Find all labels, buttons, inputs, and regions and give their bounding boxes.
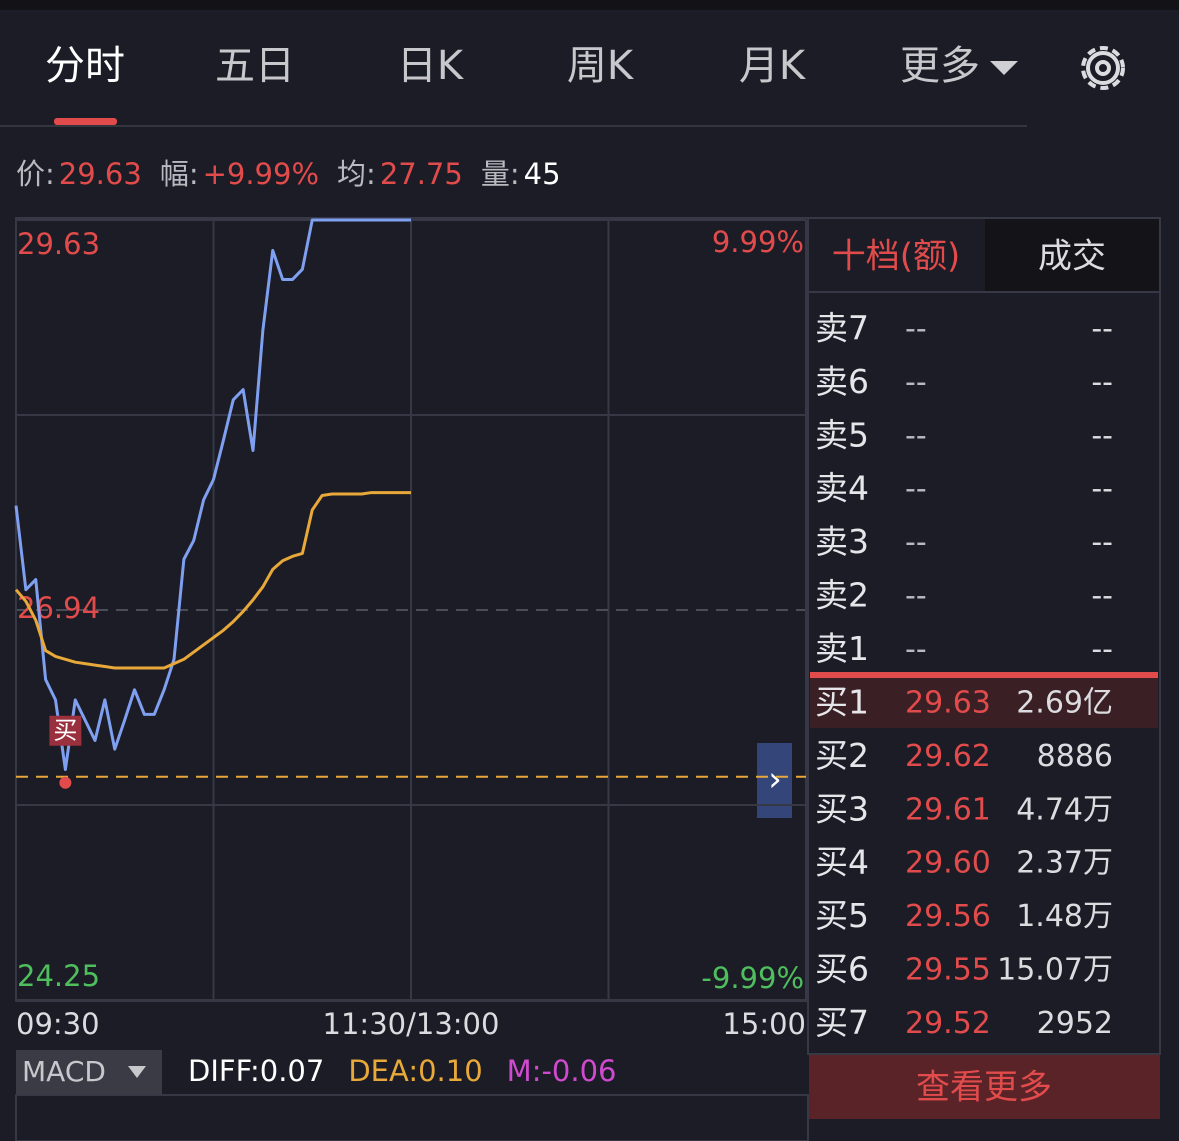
marker-badge <box>49 715 82 746</box>
order-level: 买2 <box>815 736 869 775</box>
tab[interactable]: 周K <box>567 43 635 89</box>
macd-selector-label[interactable]: MACD <box>22 1055 106 1088</box>
macd-frame <box>15 1094 809 1141</box>
tab[interactable]: 分时 <box>45 43 125 89</box>
order-price: -- <box>905 418 927 453</box>
order-price: 29.56 <box>905 899 991 934</box>
series-line <box>14 491 411 670</box>
order-price: 29.61 <box>905 792 991 827</box>
status-strip <box>0 0 1179 10</box>
tab[interactable]: 更多 <box>900 43 980 89</box>
order-amount: 2.37万 <box>1016 846 1113 881</box>
order-amount: -- <box>1091 312 1113 347</box>
macd-diff: DIFF:0.07 <box>188 1054 324 1088</box>
macd-dropdown[interactable] <box>128 1066 146 1078</box>
order-price: 29.52 <box>905 1006 991 1041</box>
macd-m: M:-0.06 <box>507 1054 617 1088</box>
order-level: 买4 <box>815 843 869 882</box>
order-amount: -- <box>1091 418 1113 453</box>
expand-arrow: › <box>768 760 782 800</box>
order-tab-bg <box>985 219 1159 292</box>
order-amount: 2952 <box>1037 1006 1113 1041</box>
order-level: 买3 <box>815 789 869 828</box>
order-level: 买5 <box>815 896 869 935</box>
order-amount: -- <box>1091 579 1113 614</box>
order-amount: 8886 <box>1037 739 1113 774</box>
order-price: 29.62 <box>905 739 991 774</box>
order-level: 买7 <box>815 1003 869 1042</box>
y-tick-label: 24.25 <box>17 959 100 993</box>
quote-avg-label: 均: <box>337 157 376 191</box>
order-level: 买1 <box>815 683 869 722</box>
gear-hole <box>1095 60 1111 76</box>
order-level: 卖6 <box>815 362 869 401</box>
spread-divider <box>810 672 1158 678</box>
marker-label: 买 <box>53 717 77 745</box>
order-level: 买6 <box>815 950 869 989</box>
x-tick-label: 09:30 <box>16 1007 100 1041</box>
order-amount: 15.07万 <box>997 953 1113 988</box>
quote-volume: 45 <box>524 157 561 191</box>
order-price: 29.55 <box>905 953 991 988</box>
best-bid-highlight <box>810 678 1158 728</box>
y2-tick-label: -9.99% <box>701 961 804 995</box>
dropdown-arrow[interactable] <box>990 61 1018 75</box>
order-tab[interactable]: 成交 <box>1038 237 1106 277</box>
tab[interactable]: 月K <box>739 43 807 89</box>
gear-teeth <box>1081 46 1125 90</box>
quote-avg: 27.75 <box>380 157 463 191</box>
y2-tick-label: 9.99% <box>712 225 804 259</box>
x-tick-label: 15:00 <box>722 1007 806 1041</box>
order-price: 29.60 <box>905 846 991 881</box>
settings-icon[interactable] <box>1081 46 1125 90</box>
more-button[interactable] <box>809 1055 1160 1119</box>
x-tick-label: 11:30/13:00 <box>323 1007 500 1041</box>
order-price: -- <box>905 525 927 560</box>
order-level: 卖3 <box>815 522 869 561</box>
order-price: -- <box>905 365 927 400</box>
series-line <box>14 218 411 771</box>
order-amount: 1.48万 <box>1016 899 1113 934</box>
order-book-frame <box>807 217 1161 1055</box>
order-amount: 4.74万 <box>1016 792 1113 827</box>
order-price: -- <box>905 579 927 614</box>
order-level: 卖7 <box>815 309 869 348</box>
marker-dot <box>59 776 72 789</box>
tab[interactable]: 五日 <box>215 43 295 89</box>
tab-indicator <box>54 118 117 125</box>
order-price: -- <box>905 312 927 347</box>
order-level: 卖1 <box>815 629 869 668</box>
more-label[interactable]: 查看更多 <box>916 1068 1052 1108</box>
order-amount: 2.69亿 <box>1016 686 1113 721</box>
order-amount: -- <box>1091 472 1113 507</box>
order-level: 卖4 <box>815 469 869 508</box>
tab[interactable]: 日K <box>397 43 465 89</box>
order-level: 卖5 <box>815 415 869 454</box>
quote-price: 29.63 <box>59 157 142 191</box>
quote-change: +9.99% <box>203 157 319 191</box>
order-amount: -- <box>1091 365 1113 400</box>
order-level: 卖2 <box>815 576 869 615</box>
order-price: -- <box>905 632 927 667</box>
quote-change-label: 幅: <box>160 157 199 191</box>
macd-dea: DEA:0.10 <box>348 1054 482 1088</box>
quote-volume-label: 量: <box>481 157 520 191</box>
quote-price-label: 价: <box>16 157 55 191</box>
order-amount: -- <box>1091 525 1113 560</box>
y-tick-label: 29.63 <box>17 227 100 261</box>
order-price: 29.63 <box>905 686 991 721</box>
order-price: -- <box>905 472 927 507</box>
order-tab[interactable]: 十档(额) <box>832 237 961 277</box>
gear-body <box>1086 51 1120 85</box>
order-amount: -- <box>1091 632 1113 667</box>
